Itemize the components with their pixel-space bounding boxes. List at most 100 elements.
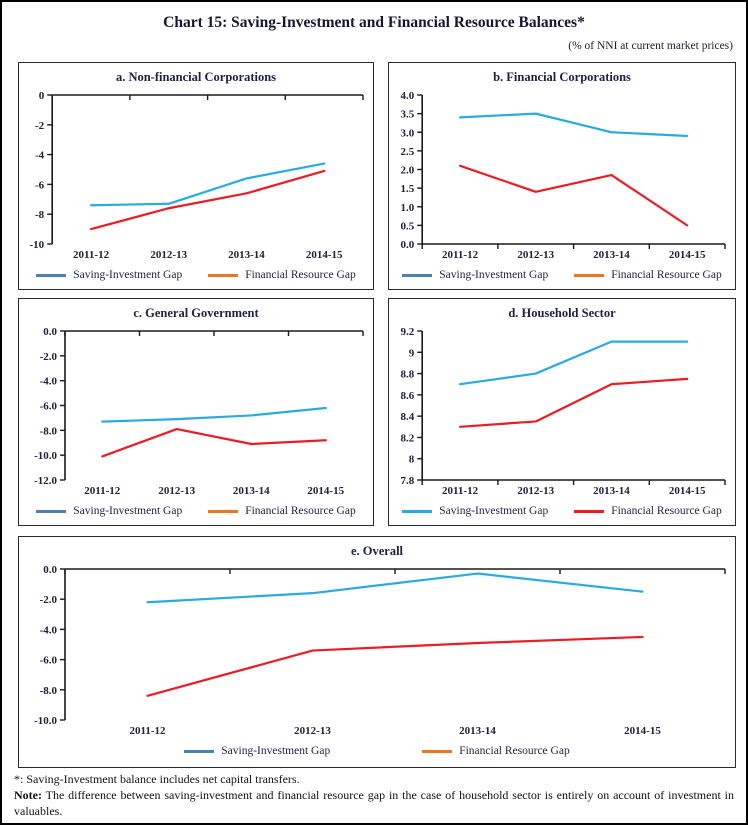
- y-tick-label: -8: [35, 209, 45, 221]
- x-tick-label: 2011-12: [84, 485, 121, 497]
- line-chart-general-government: 0.0 -2.0 -4.0 -6.0 -8.0 -10.0 -12.0 2011-12 2012…: [34, 326, 364, 497]
- y-tick-label: -2.0: [40, 351, 58, 363]
- x-tick-label: 2013-14: [233, 485, 270, 497]
- y-tick-label: -6.0: [40, 655, 58, 667]
- legend-swatch: [36, 273, 67, 277]
- panel-title-b: b. Financial Corporations: [493, 70, 631, 84]
- panel-title-d: d. Household Sector: [508, 306, 616, 320]
- y-tick-label: -12.0: [34, 475, 57, 487]
- footnote-note: Note: The difference between saving-inve…: [14, 788, 734, 820]
- legend-label: Saving-Investment Gap: [439, 269, 549, 281]
- footnote-note-label: Note:: [14, 787, 42, 802]
- y-tick-label: -4.0: [40, 376, 58, 388]
- x-axis: 2011-12 2012-13 2013-14 2014-15: [64, 330, 364, 497]
- legend-label: Saving-Investment Gap: [221, 745, 331, 757]
- legend-d: Saving-Investment Gap Financial Resource …: [389, 500, 735, 522]
- legend-item-financial-resource-gap: Financial Resource Gap: [422, 745, 570, 757]
- legend-swatch: [208, 509, 239, 513]
- panel-title-e: e. Overall: [350, 544, 404, 558]
- series-line-saving-investment-gap: [101, 406, 327, 423]
- x-tick-label: 2013-14: [593, 249, 630, 261]
- x-tick-label: 2011-12: [129, 725, 166, 737]
- y-axis: 0.0 -2.0 -4.0 -6.0 -8.0 -10.0 -12.0: [34, 326, 66, 487]
- y-tick-label: 8.6: [400, 390, 414, 402]
- x-tick-label: 2013-14: [459, 725, 496, 737]
- series-line-financial-resource-gap: [458, 164, 689, 227]
- legend-item-financial-resource-gap: Financial Resource Gap: [208, 505, 356, 517]
- x-axis: 2011-12 2012-13 2013-14 2014-15: [421, 243, 726, 261]
- x-tick-label: 2014-15: [306, 249, 343, 261]
- legend-label: Financial Resource Gap: [245, 269, 356, 281]
- legend-label: Saving-Investment Gap: [73, 505, 183, 517]
- x-tick-label: 2012-13: [517, 485, 554, 497]
- x-tick-label: 2012-13: [294, 725, 331, 737]
- y-tick-label: 9.2: [400, 326, 414, 338]
- y-axis: 4.0 3.5 3.0 2.5 2.0 1.5 1.0 0.5 0.0: [400, 90, 424, 251]
- y-tick-label: 8.8: [400, 369, 414, 381]
- x-tick-label: 2014-15: [669, 485, 706, 497]
- y-tick-label: -6: [35, 179, 45, 191]
- x-tick-label: 2011-12: [73, 249, 110, 261]
- y-tick-label: -4: [35, 150, 45, 162]
- legend-item-saving-investment-gap: Saving-Investment Gap: [36, 269, 182, 281]
- y-axis: 0 -2 -4 -6 -8 -10: [30, 90, 54, 251]
- legend-swatch: [402, 509, 433, 513]
- y-tick-label: 0.5: [400, 220, 414, 232]
- y-tick-label: 8.4: [400, 411, 414, 423]
- line-chart-financial-corporations: 4.0 3.5 3.0 2.5 2.0 1.5 1.0 0.5 0.0 2011-12 2012-1…: [400, 90, 726, 261]
- series-line-financial-resource-gap: [146, 635, 644, 697]
- x-tick-label: 2014-15: [624, 725, 661, 737]
- legend-swatch: [574, 509, 605, 513]
- x-tick-label: 2011-12: [442, 249, 479, 261]
- legend-label: Financial Resource Gap: [459, 745, 570, 757]
- y-tick-label: -8.0: [40, 685, 58, 697]
- y-tick-label: 0.0: [43, 564, 57, 576]
- y-tick-label: -10.0: [34, 450, 57, 462]
- legend-swatch: [36, 509, 67, 513]
- y-tick-label: -10.0: [34, 715, 57, 727]
- line-chart-nonfinancial-corporations: 0 -2 -4 -6 -8 -10 2011-12 2012-13 2013-14 2014-15: [30, 90, 364, 261]
- y-tick-label: 4.0: [400, 90, 414, 102]
- legend-label: Saving-Investment Gap: [73, 269, 183, 281]
- y-tick-label: 9: [409, 347, 415, 359]
- y-tick-label: -10: [30, 239, 45, 251]
- panel-household-sector: d. Household Sector 9.2 9 8.8 8.6 8.4 8.2 8 7.8…: [388, 298, 736, 526]
- legend-a: Saving-Investment Gap Financial Resource …: [19, 264, 373, 286]
- line-chart-household-sector: 9.2 9 8.8 8.6 8.4 8.2 8 7.8 2011-12 2012-13 2013-1…: [400, 326, 726, 497]
- panel-overall: e. Overall 0.0 -2.0 -4.0 -6.0 -8.0 -10.0 2011-…: [18, 536, 736, 768]
- y-tick-label: 8.2: [400, 432, 414, 444]
- legend-e: Saving-Investment Gap Financial Resource …: [19, 740, 735, 762]
- legend-item-financial-resource-gap: Financial Resource Gap: [574, 269, 722, 281]
- legend-label: Saving-Investment Gap: [439, 505, 549, 517]
- x-axis: 2011-12 2012-13 2013-14 2014-15: [421, 479, 726, 497]
- x-tick-label: 2014-15: [307, 485, 344, 497]
- y-tick-label: 3.5: [400, 109, 414, 121]
- footnote-asterisk: *: Saving-Investment balance includes ne…: [14, 772, 300, 786]
- footnote-note-text: The difference between saving-investment…: [14, 787, 735, 818]
- legend-label: Financial Resource Gap: [245, 505, 356, 517]
- legend-item-saving-investment-gap: Saving-Investment Gap: [402, 269, 548, 281]
- series-line-financial-resource-gap: [89, 169, 326, 231]
- y-axis: 0.0 -2.0 -4.0 -6.0 -8.0 -10.0: [34, 564, 66, 727]
- y-tick-label: -2.0: [40, 594, 58, 606]
- legend-label: Financial Resource Gap: [611, 269, 722, 281]
- x-tick-label: 2011-12: [442, 485, 479, 497]
- legend-item-saving-investment-gap: Saving-Investment Gap: [184, 745, 330, 757]
- legend-swatch: [422, 749, 453, 753]
- y-tick-label: 0: [39, 90, 45, 102]
- y-tick-label: 2.0: [400, 165, 414, 177]
- legend-item-saving-investment-gap: Saving-Investment Gap: [36, 505, 182, 517]
- legend-item-saving-investment-gap: Saving-Investment Gap: [402, 505, 548, 517]
- page-title: Chart 15: Saving-Investment and Financia…: [163, 14, 585, 31]
- y-tick-label: -6.0: [40, 401, 58, 413]
- footnotes: *: Saving-Investment balance includes ne…: [14, 772, 734, 819]
- series-line-saving-investment-gap: [458, 340, 689, 386]
- x-tick-label: 2013-14: [593, 485, 630, 497]
- y-axis: 9.2 9 8.8 8.6 8.4 8.2 8 7.8: [400, 326, 424, 487]
- series-line-saving-investment-gap: [146, 572, 644, 604]
- legend-c: Saving-Investment Gap Financial Resource …: [19, 500, 373, 522]
- x-tick-label: 2012-13: [158, 485, 195, 497]
- page-subtitle: (% of NNI at current market prices): [568, 40, 733, 52]
